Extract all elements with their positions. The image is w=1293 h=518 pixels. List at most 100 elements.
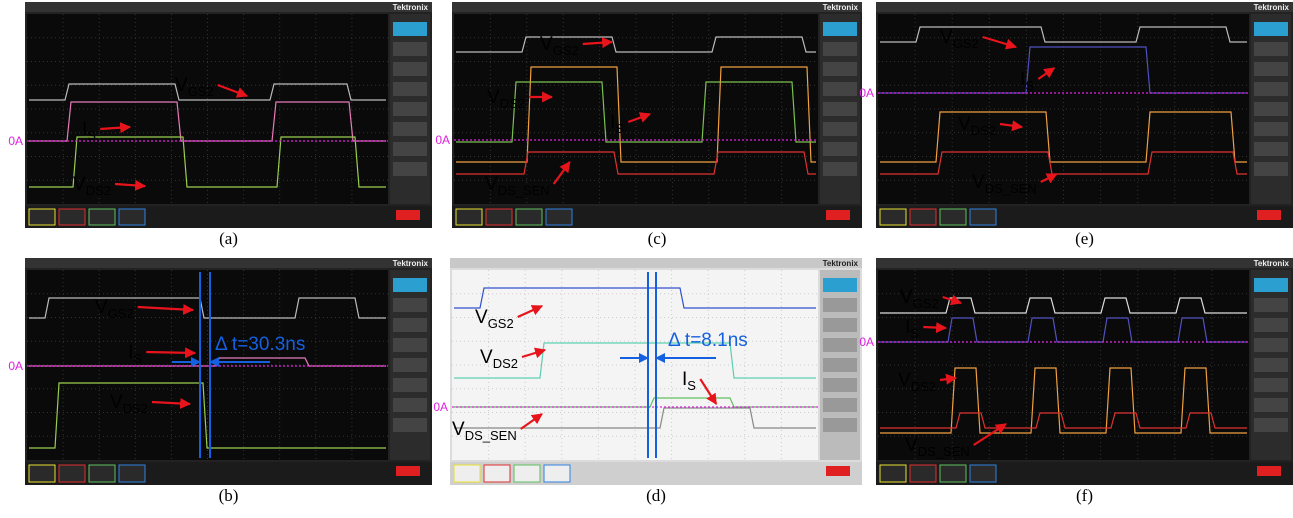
menu-button <box>393 102 427 116</box>
label-sub: S <box>133 351 142 366</box>
channel-box <box>454 465 480 482</box>
menu-button <box>823 122 857 136</box>
channel-box <box>940 465 966 482</box>
label-sub: DS2 <box>911 379 936 394</box>
menu-bar <box>876 2 1293 12</box>
caption: (b) <box>219 486 239 505</box>
menu-button <box>1254 82 1288 96</box>
run-button <box>1257 466 1281 476</box>
menu-button <box>1254 142 1288 156</box>
arrow <box>923 327 946 328</box>
label-sub: DS2 <box>86 183 111 198</box>
menu-button <box>823 162 857 176</box>
menu-button <box>823 278 857 292</box>
channel-box <box>910 209 936 225</box>
label-main: V <box>905 435 918 456</box>
channel-box <box>514 465 540 482</box>
label-sub: GS2 <box>553 43 579 58</box>
menu-button <box>393 358 427 372</box>
menu-button <box>1254 398 1288 412</box>
delta-t: Δ t=30.3ns <box>215 334 305 355</box>
label-sub: GS2 <box>188 84 214 99</box>
label-main: V <box>898 370 911 391</box>
label-main: V <box>175 75 188 96</box>
status-bar <box>25 206 432 228</box>
brand: Tektronix <box>823 3 859 12</box>
menu-button <box>393 318 427 332</box>
brand: Tektronix <box>823 259 859 268</box>
caption: (a) <box>219 229 238 248</box>
menu-button <box>823 62 857 76</box>
scope-panel: Tektronix0AVGS2ISVDS2VDS_SEN <box>859 258 1293 485</box>
brand: Tektronix <box>1254 259 1290 268</box>
delta-t: Δ t=8.1ns <box>668 330 748 351</box>
label-main: V <box>958 114 971 135</box>
run-button <box>826 210 850 220</box>
menu-button <box>1254 338 1288 352</box>
label-sub: GS2 <box>488 316 514 331</box>
menu-button <box>1254 378 1288 392</box>
menu-button <box>393 62 427 76</box>
label-main: V <box>540 34 553 55</box>
brand: Tektronix <box>393 259 429 268</box>
status-bar <box>876 462 1293 485</box>
menu-button <box>393 122 427 136</box>
menu-bar <box>25 258 432 268</box>
channel-box <box>119 465 145 482</box>
menu-button <box>823 298 857 312</box>
zero-label: 0A <box>435 133 450 147</box>
menu-button <box>823 378 857 392</box>
label-main: V <box>485 174 498 195</box>
label-main: V <box>110 392 123 413</box>
status-bar <box>450 462 862 485</box>
label-sub: DS_SEN <box>985 181 1037 196</box>
menu-button <box>1254 102 1288 116</box>
menu-button <box>393 142 427 156</box>
channel-box <box>59 209 85 225</box>
channel-box <box>29 209 55 225</box>
label-sub: S <box>615 121 624 136</box>
channel-box <box>880 465 906 482</box>
channel-box <box>486 209 512 225</box>
label-sub: S <box>87 128 96 143</box>
menu-button <box>393 42 427 56</box>
menu-button <box>1254 22 1288 36</box>
label-main: V <box>487 87 500 108</box>
zero-label: 0A <box>859 86 874 100</box>
label-main: V <box>480 347 493 368</box>
status-bar <box>452 206 862 228</box>
label-sub: DS_SEN <box>465 428 517 443</box>
channel-box <box>516 209 542 225</box>
arrow <box>146 352 195 353</box>
menu-button <box>823 418 857 432</box>
label-sub: GS2 <box>108 306 134 321</box>
caption: (c) <box>648 229 667 248</box>
menu-button <box>823 318 857 332</box>
label-main: V <box>900 287 913 308</box>
brand: Tektronix <box>1254 3 1290 12</box>
run-button <box>396 466 420 476</box>
menu-button <box>1254 298 1288 312</box>
channel-box <box>544 465 570 482</box>
label-sub: GS2 <box>913 296 939 311</box>
channel-box <box>89 209 115 225</box>
brand: Tektronix <box>393 3 429 12</box>
channel-box <box>970 209 996 225</box>
channel-box <box>910 465 936 482</box>
menu-button <box>393 418 427 432</box>
menu-button <box>1254 418 1288 432</box>
menu-button <box>1254 42 1288 56</box>
channel-box <box>119 209 145 225</box>
menu-button <box>393 162 427 176</box>
label-main: V <box>452 419 465 440</box>
label-sub: DS2 <box>971 123 996 138</box>
label-sub: DS_SEN <box>918 444 970 459</box>
zero-label: 0A <box>859 335 874 349</box>
menu-button <box>823 102 857 116</box>
zero-label: 0A <box>8 359 23 373</box>
scope-panel: Tektronix0AVGS2VDS2ISVDS_SEN <box>435 2 862 228</box>
run-button <box>1257 210 1281 220</box>
run-button <box>826 466 850 476</box>
menu-button <box>823 82 857 96</box>
